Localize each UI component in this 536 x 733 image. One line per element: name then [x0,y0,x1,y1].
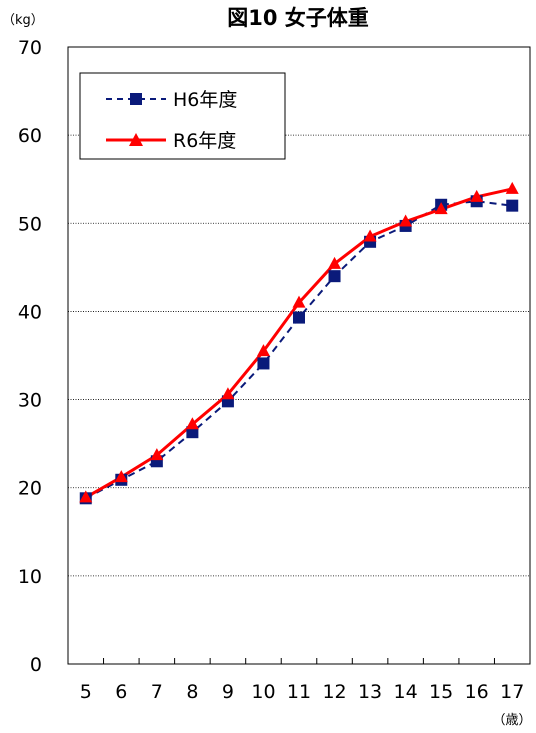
r6-point-16 [470,189,484,202]
r6-point-14 [399,214,413,227]
plot-area [67,46,531,665]
series-line-h6 [85,200,513,500]
x-axis-unit: （歳） [492,713,531,728]
r6-point-7 [150,448,164,461]
chart-title: 図10 女子体重 [227,6,369,30]
x-tick-label-13: 13 [358,681,382,703]
y-tick-label-70: 70 [18,37,42,59]
y-tick-label-10: 10 [18,566,42,588]
gridlines [68,134,530,577]
y-tick-label-0: 0 [30,654,42,676]
r6-point-17 [505,181,519,194]
h6-point-12 [328,270,341,283]
r6-point-13 [363,229,377,242]
x-tick-label-16: 16 [465,681,489,703]
y-tick-label-50: 50 [18,213,42,235]
r6-point-15 [434,202,448,215]
x-tick-label-11: 11 [287,681,311,703]
h6-point-10 [257,357,270,370]
r6-point-8 [185,417,199,430]
x-tick-label-6: 6 [115,681,127,703]
y-axis-unit: （kg） [2,13,44,28]
x-tick-label-8: 8 [186,681,198,703]
r6-point-10 [256,344,270,357]
legend-label-h6: H6年度 [173,89,237,111]
x-tick-label-12: 12 [322,681,346,703]
legend-square-marker [130,93,142,105]
r6-point-12 [328,256,342,269]
legend-item-h6: H6年度 [106,89,237,111]
r6-point-6 [114,470,128,483]
x-tick-label-5: 5 [80,681,92,703]
h6-point-11 [293,311,305,324]
legend-triangle-marker [129,133,143,146]
h6-point-17 [506,199,519,212]
legend-box [79,72,286,160]
y-tick-label-30: 30 [18,390,42,412]
x-tick-label-7: 7 [151,681,163,703]
y-tick-label-60: 60 [18,125,42,147]
y-tick-label-20: 20 [18,478,42,500]
legend-item-r6: R6年度 [106,130,236,152]
x-axis-ticks [103,658,495,664]
r6-point-9 [221,387,235,400]
x-tick-label-14: 14 [394,681,418,703]
legend: H6年度 R6年度 [79,72,286,160]
x-axis-labels: 5 6 7 8 9 10 11 12 13 14 15 16 17 [80,681,525,703]
series-layer [79,181,519,505]
y-tick-label-40: 40 [18,301,42,323]
x-tick-label-10: 10 [251,681,275,703]
r6-point-5 [79,490,93,503]
series-line-r6 [85,187,513,499]
x-tick-label-15: 15 [429,681,453,703]
legend-label-r6: R6年度 [173,130,236,152]
x-tick-label-17: 17 [500,681,524,703]
r6-point-11 [292,295,306,308]
y-axis-labels: 0 10 20 30 40 50 60 70 [18,37,42,676]
x-tick-label-9: 9 [222,681,234,703]
